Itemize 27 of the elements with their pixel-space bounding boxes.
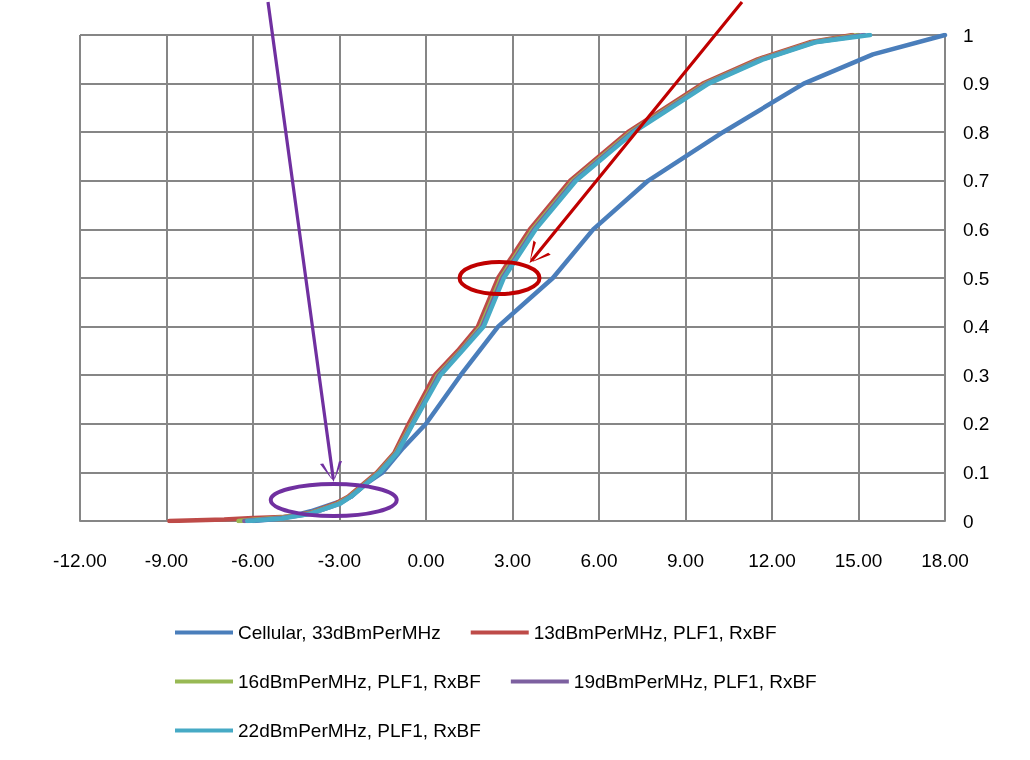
x-tick-label: 12.00: [748, 550, 796, 571]
x-tick-label: 3.00: [494, 550, 531, 571]
x-tick-label: 15.00: [834, 550, 883, 571]
legend-label: 22dBmPerMHz, PLF1, RxBF: [238, 720, 481, 741]
y-tick-label: 0.3: [963, 364, 990, 386]
legend-label: 13dBmPerMHz, PLF1, RxBF: [533, 622, 777, 643]
y-tick-label: 0.6: [963, 218, 990, 240]
y-tick-label: 0.4: [963, 316, 990, 338]
x-tick-label: 0.00: [407, 550, 445, 571]
y-tick-label: 0.7: [963, 170, 990, 192]
legend-label: 16dBmPerMHz, PLF1, RxBF: [238, 671, 481, 692]
x-tick-label: -6.00: [231, 550, 275, 571]
x-tick-label: -3.00: [317, 550, 362, 571]
y-tick-label: 1: [963, 24, 974, 46]
y-tick-label: 0.8: [963, 121, 990, 143]
legend-label: Cellular, 33dBmPerMHz: [238, 622, 441, 643]
y-tick-label: 0.2: [963, 413, 990, 435]
x-tick-label: 18.00: [921, 550, 969, 571]
legend-label: 19dBmPerMHz, PLF1, RxBF: [573, 671, 817, 692]
x-tick-label: 6.00: [580, 550, 618, 571]
x-tick-label: -12.00: [53, 550, 107, 571]
y-tick-label: 0: [963, 510, 974, 532]
y-tick-label: 0.9: [963, 73, 990, 95]
x-tick-label: 9.00: [667, 550, 704, 571]
y-tick-label: 0.5: [963, 267, 990, 289]
y-tick-label: 0.1: [963, 461, 990, 483]
x-tick-label: -9.00: [144, 550, 189, 571]
